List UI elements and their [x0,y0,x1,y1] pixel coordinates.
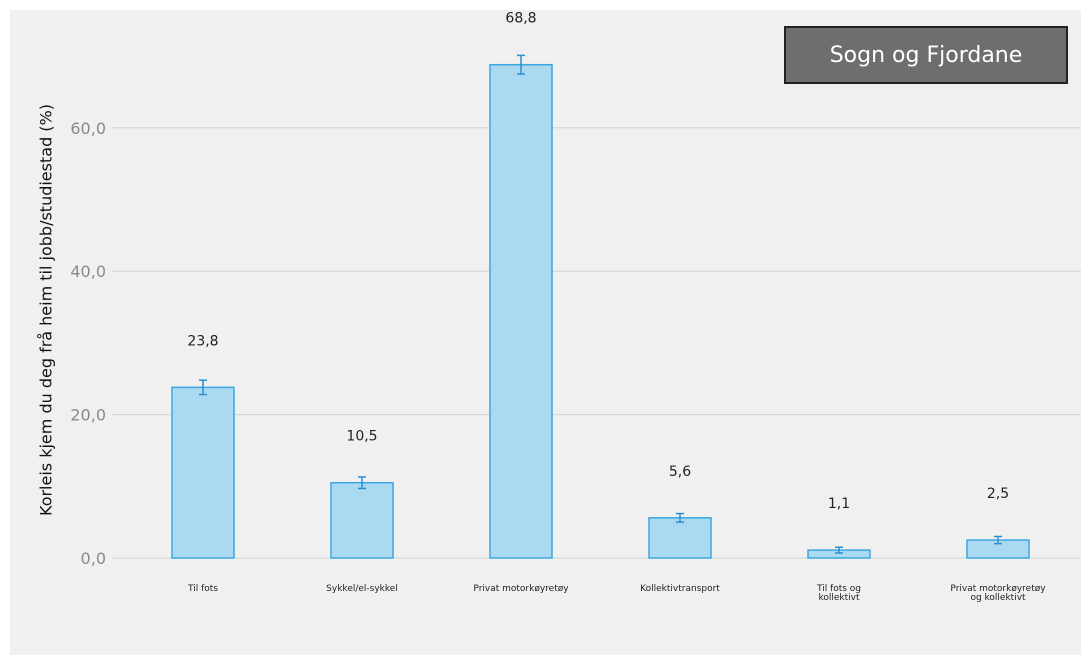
y-tick-label: 20,0 [70,406,106,425]
y-tick-label: 40,0 [70,262,106,281]
x-tick-label: Privat motorkøyretøy og kollektivt [950,584,1046,603]
y-axis-label: Korleis kjem du deg frå heim til jobb/st… [36,104,56,516]
data-label: 10,5 [346,429,377,445]
legend-label: Sogn og Fjordane [829,42,1023,68]
data-label: 2,5 [987,486,1009,502]
x-tick-label: Til fots [187,584,218,594]
data-label: 5,6 [669,464,691,480]
x-tick-label: Sykkel/el-sykkel [326,584,398,594]
bar [330,481,394,559]
x-tick-label: Til fots og kollektivt [816,584,861,603]
x-tick-label: Privat motorkøyretøy [473,584,569,594]
data-label: 23,8 [187,333,218,349]
data-label: 68,8 [505,11,536,27]
data-label: 1,1 [828,496,850,512]
x-tick-label: Kollektivtransport [640,584,720,594]
bar-chart-plot: 0,0 20,0 40,0 60,0 23,8 Til fots 10,5 Sykkel/el… [70,11,1081,603]
y-tick-label: 0,0 [81,549,106,568]
y-tick-label: 60,0 [70,119,106,138]
bar [489,63,553,559]
bar [171,386,235,559]
bar [648,517,712,559]
chart: 0,0 20,0 40,0 60,0 23,8 Til fots 10,5 Sykkel/el… [10,10,1081,655]
legend: Sogn og Fjordane [784,26,1068,84]
